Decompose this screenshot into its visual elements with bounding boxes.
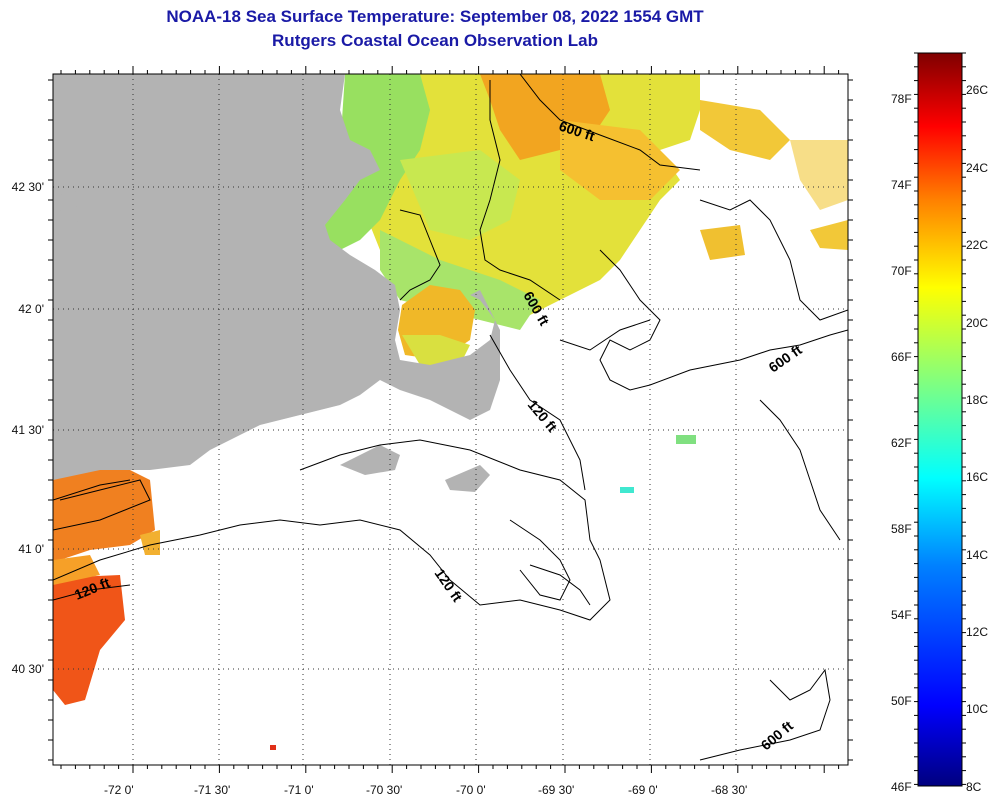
longitude-label: -70 30' [366, 783, 403, 797]
axis-ticks [48, 66, 853, 773]
longitude-label: -70 0' [456, 783, 486, 797]
longitude-label: -71 0' [284, 783, 314, 797]
colorbar-fahrenheit-label: 58F [891, 522, 912, 536]
colorbar-celsius-label: 18C [966, 393, 989, 407]
latitude-label: 42 30' [11, 180, 44, 194]
colorbar-celsius-label: 10C [966, 702, 989, 716]
longitude-label: -72 0' [104, 783, 134, 797]
colorbar-fahrenheit-label: 66F [891, 350, 912, 364]
longitude-label: -69 0' [628, 783, 658, 797]
colorbar [917, 52, 963, 787]
colorbar-fahrenheit-label: 78F [891, 92, 912, 106]
latitude-label: 40 30' [11, 662, 44, 676]
colorbar-fahrenheit-label: 70F [891, 264, 912, 278]
longitude-label: -68 30' [711, 783, 748, 797]
colorbar-fahrenheit-label: 46F [891, 780, 912, 794]
latitude-label: 42 0' [18, 302, 44, 316]
colorbar-celsius-label: 14C [966, 548, 989, 562]
colorbar-celsius-label: 16C [966, 470, 989, 484]
colorbar-fahrenheit-label: 54F [891, 608, 912, 622]
colorbar-celsius-label: 26C [966, 83, 989, 97]
graticule [53, 74, 848, 765]
longitude-label: -71 30' [194, 783, 231, 797]
longitude-label: -69 30' [538, 783, 575, 797]
land [53, 74, 500, 492]
colorbar-celsius-label: 22C [966, 238, 989, 252]
colorbar-celsius-label: 12C [966, 625, 989, 639]
colorbar-fahrenheit-label: 74F [891, 178, 912, 192]
map-title: NOAA-18 Sea Surface Temperature: Septemb… [166, 7, 704, 26]
map-subtitle: Rutgers Coastal Ocean Observation Lab [272, 31, 598, 50]
colorbar-fahrenheit-label: 62F [891, 436, 912, 450]
colorbar-celsius-label: 8C [966, 780, 982, 794]
latitude-label: 41 0' [18, 542, 44, 556]
colorbar-celsius-label: 24C [966, 161, 989, 175]
colorbar-celsius-label: 20C [966, 316, 989, 330]
colorbar-ticks [914, 52, 966, 785]
bathymetry-contours [53, 74, 848, 761]
latitude-label: 41 30' [11, 423, 44, 437]
colorbar-fahrenheit-label: 50F [891, 694, 912, 708]
